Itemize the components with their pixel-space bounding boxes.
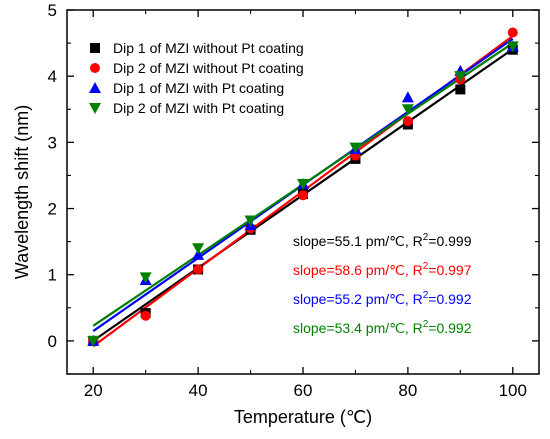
- annotation-text: slope=53.4 pm/℃, R: [293, 320, 423, 336]
- x-axis: 20 40 60 80 100: [84, 10, 527, 400]
- legend-marker: [89, 82, 101, 93]
- annotation-text: slope=55.2 pm/℃, R: [293, 291, 423, 307]
- legend-label: Dip 2 of MZI without Pt coating: [113, 60, 304, 76]
- y-tick-label: 5: [48, 1, 57, 20]
- slope-annotation: slope=53.4 pm/℃, R2=0.992: [293, 319, 472, 336]
- data-point: [401, 91, 414, 103]
- y-tick-label: 3: [48, 133, 57, 152]
- annotation-value: =0.997: [428, 262, 471, 278]
- annotation-text: slope=58.6 pm/℃, R: [293, 262, 423, 278]
- slope-annotation: slope=55.1 pm/℃, R2=0.999: [293, 232, 472, 249]
- annotation-value: =0.992: [428, 291, 471, 307]
- legend-marker: [90, 43, 100, 53]
- slope-annotation: slope=58.6 pm/℃, R2=0.997: [293, 261, 472, 278]
- legend-label: Dip 2 of MZI with Pt coating: [113, 100, 284, 116]
- data-point: [349, 142, 362, 154]
- annotation-value: =0.992: [428, 320, 471, 336]
- x-tick-label: 60: [294, 381, 313, 400]
- y-axis: 0 1 2 3 4 5: [48, 1, 539, 351]
- y-tick-label: 2: [48, 200, 57, 219]
- legend-marker: [90, 63, 100, 73]
- annotation-text: slope=55.1 pm/℃, R: [293, 233, 423, 249]
- y-tick-label: 4: [48, 67, 57, 86]
- annotation-superscript: 2: [423, 232, 429, 243]
- data-point: [192, 243, 205, 255]
- x-tick-label: 40: [189, 381, 208, 400]
- legend-marker: [89, 103, 101, 114]
- data-point: [401, 104, 414, 116]
- data-point: [192, 248, 205, 260]
- y-tick-label: 1: [48, 266, 57, 285]
- annotation-superscript: 2: [423, 290, 429, 301]
- data-points: [87, 27, 519, 347]
- data-point: [454, 71, 467, 83]
- data-point: [402, 116, 413, 127]
- data-point: [244, 215, 257, 227]
- data-point: [139, 272, 152, 284]
- annotation-value: =0.999: [428, 233, 471, 249]
- data-point: [297, 179, 309, 191]
- data-point: [87, 335, 100, 347]
- legend-label: Dip 1 of MZI without Pt coating: [113, 40, 304, 56]
- minor-ticks: [67, 10, 539, 375]
- x-axis-label: Temperature (℃): [234, 407, 372, 427]
- legend-label: Dip 1 of MZI with Pt coating: [113, 80, 284, 96]
- data-point: [506, 41, 519, 53]
- data-point: [507, 27, 518, 38]
- annotation-superscript: 2: [423, 319, 429, 330]
- data-point: [455, 84, 466, 95]
- x-tick-label: 100: [499, 381, 527, 400]
- data-point: [140, 310, 151, 321]
- data-point: [298, 190, 308, 201]
- x-tick-label: 80: [398, 381, 417, 400]
- x-tick-label: 20: [84, 381, 103, 400]
- y-axis-label: Wavelength shift (nm): [12, 105, 32, 279]
- data-point: [193, 264, 204, 275]
- y-tick-label: 0: [48, 332, 57, 351]
- slope-annotation: slope=55.2 pm/℃, R2=0.992: [293, 290, 472, 307]
- legend: Dip 1 of MZI without Pt coating Dip 2 of …: [89, 40, 304, 116]
- annotation-superscript: 2: [423, 261, 429, 272]
